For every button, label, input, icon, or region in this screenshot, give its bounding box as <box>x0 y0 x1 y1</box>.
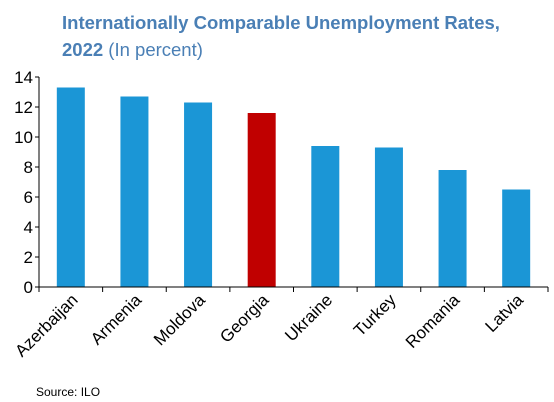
x-tick-label: Moldova <box>150 290 209 349</box>
y-tick-label: 8 <box>24 158 33 177</box>
x-tick-label: Armenia <box>87 290 146 349</box>
x-tick-label: Latvia <box>481 290 527 336</box>
x-tick-label: Georgia <box>216 290 273 347</box>
x-tick-label: Ukraine <box>281 290 336 345</box>
y-tick-label: 4 <box>24 218 33 237</box>
bar-romania <box>438 170 467 287</box>
y-tick-label: 2 <box>24 248 33 267</box>
bar-ukraine <box>311 146 340 287</box>
y-tick-label: 12 <box>14 98 33 117</box>
y-tick-label: 14 <box>14 68 33 87</box>
y-tick-label: 0 <box>24 278 33 297</box>
y-tick-label: 6 <box>24 188 33 207</box>
bar-armenia <box>120 96 149 287</box>
x-tick-label: Azerbaijan <box>11 290 81 360</box>
x-tick-label: Romania <box>402 290 464 352</box>
bar-moldova <box>184 102 213 287</box>
chart-title: Internationally Comparable Unemployment … <box>62 9 542 63</box>
bar-georgia <box>247 113 276 287</box>
x-tick-label: Turkey <box>350 290 400 340</box>
chart-subtitle: (In percent) <box>108 39 203 60</box>
y-tick-label: 10 <box>14 128 33 147</box>
source-note: Source: ILO <box>36 385 101 399</box>
bar-latvia <box>502 189 531 287</box>
bar-azerbaijan <box>56 87 85 287</box>
bar-turkey <box>374 147 403 287</box>
chart-title-main: Internationally Comparable Unemployment … <box>62 12 500 60</box>
